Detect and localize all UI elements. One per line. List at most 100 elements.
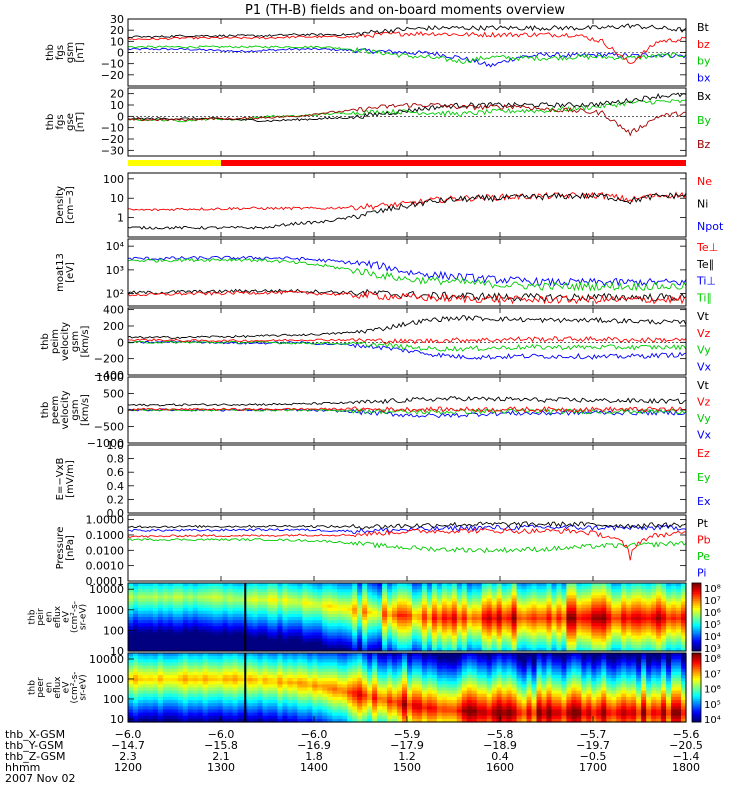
spectrogram-cell xyxy=(172,638,179,643)
spectrogram-cell xyxy=(546,592,553,596)
spectrogram-cell xyxy=(402,668,408,673)
spectrogram-cell xyxy=(377,709,383,714)
spectrogram-cell xyxy=(162,690,169,695)
spectrogram-cell xyxy=(277,604,284,609)
spectrogram-cell xyxy=(207,644,214,649)
spectrogram-cell xyxy=(456,703,463,707)
spectrogram-cell xyxy=(661,626,667,630)
spectrogram-cell xyxy=(362,583,368,587)
spectrogram-cell xyxy=(516,659,523,664)
spectrogram-cell xyxy=(491,700,498,704)
spectrogram-cell xyxy=(262,681,269,685)
spectrogram-cell xyxy=(377,613,383,618)
spectrogram-cell xyxy=(621,626,627,630)
spectrogram-cell xyxy=(367,693,373,698)
spectrogram-cell xyxy=(337,656,343,660)
spectrogram-cell xyxy=(187,638,194,643)
spectrogram-cell xyxy=(222,693,229,698)
legend-by-label: by xyxy=(697,55,711,68)
spectrogram-cell xyxy=(511,589,518,593)
spectrogram-cell xyxy=(411,635,418,640)
spectrogram-cell xyxy=(566,644,573,649)
spectrogram-cell xyxy=(421,583,428,587)
spectrogram-cell xyxy=(128,617,134,621)
spectrogram-cell xyxy=(172,665,179,670)
spectrogram-cell xyxy=(501,601,508,606)
spectrogram-cell xyxy=(546,687,553,692)
spectrogram-cell xyxy=(636,586,642,590)
spectrogram-cell xyxy=(257,635,264,640)
spectrogram-cell xyxy=(352,706,358,711)
spectrogram-cell xyxy=(416,613,423,618)
spectrogram-cell xyxy=(441,647,448,652)
spectrogram-cell xyxy=(257,656,264,660)
spectrogram-cell xyxy=(576,644,582,649)
spectrogram-cell xyxy=(147,583,154,587)
spectrogram-cell xyxy=(382,632,388,637)
spectrogram-cell xyxy=(436,601,443,606)
spectrogram-cell xyxy=(202,647,209,652)
spectrogram-cell xyxy=(511,684,518,689)
spectrogram-cell xyxy=(506,653,513,657)
spectrogram-cell xyxy=(162,644,169,649)
spectrogram-cell xyxy=(297,595,303,600)
spectrogram-cell xyxy=(382,715,388,720)
spectrogram-cell xyxy=(496,684,503,689)
spectrogram-cell xyxy=(247,718,254,723)
spectrogram-cell xyxy=(606,586,612,590)
spectrogram-cell xyxy=(461,604,468,609)
spectrogram-cell xyxy=(272,632,279,637)
spectrogram-cell xyxy=(431,620,438,624)
spectrogram-cell xyxy=(666,620,672,624)
spectrogram-cell xyxy=(402,674,408,679)
spectrogram-cell xyxy=(501,635,508,640)
spectrogram-cell xyxy=(621,638,627,643)
spectrogram-cell xyxy=(571,613,577,618)
spectrogram-cell xyxy=(207,592,214,596)
spectrogram-cell xyxy=(187,662,194,667)
spectrogram-cell xyxy=(157,604,164,609)
spectrogram-cell xyxy=(426,693,433,698)
spectrogram-cell xyxy=(656,589,662,593)
spectrogram-cell xyxy=(282,641,289,646)
spectrogram-cell xyxy=(337,620,343,624)
spectrogram-cell xyxy=(232,607,239,612)
spectrogram-cell xyxy=(461,617,468,621)
spectrogram-cell xyxy=(576,715,582,720)
spectrogram-cell xyxy=(157,607,164,612)
spectrogram-cell xyxy=(416,620,423,624)
spectrogram-cell xyxy=(252,659,259,664)
spectrogram-cell xyxy=(172,635,179,640)
spectrogram-cell xyxy=(192,700,199,704)
spectrogram-cell xyxy=(516,718,523,723)
spectrogram-cell xyxy=(426,718,433,723)
spectrogram-cell xyxy=(297,635,303,640)
spectrogram-cell xyxy=(157,671,164,676)
spectrogram-cell xyxy=(392,687,398,692)
spectrogram-cell xyxy=(337,647,343,652)
spectrogram-cell xyxy=(172,607,179,612)
spectrogram-cell xyxy=(362,617,368,621)
spectrogram-cell xyxy=(491,604,498,609)
spectrogram-cell xyxy=(352,610,358,615)
spectrogram-cell xyxy=(551,583,558,587)
spectrogram-cell xyxy=(147,668,154,673)
spectrogram-cell xyxy=(431,601,438,606)
spectrogram-cell xyxy=(287,626,294,630)
spectrogram-cell xyxy=(287,653,294,657)
y-tick-label: −10 xyxy=(101,58,124,71)
spectrogram-cell xyxy=(312,592,318,596)
spectrogram-cell xyxy=(486,613,493,618)
spectrogram-cell xyxy=(137,583,144,587)
spectrogram-cell xyxy=(526,583,533,587)
spectrogram-cell xyxy=(496,718,503,723)
spectrogram-cell xyxy=(312,678,318,682)
spectrogram-cell xyxy=(297,690,303,695)
spectrogram-cell xyxy=(297,684,303,689)
spectrogram-cell xyxy=(192,715,199,720)
spectrogram-cell xyxy=(307,595,313,600)
spectrogram-cell xyxy=(297,668,303,673)
spectrogram-cell xyxy=(446,668,453,673)
spectrogram-cell xyxy=(347,653,353,657)
spectrogram-cell xyxy=(601,595,607,600)
